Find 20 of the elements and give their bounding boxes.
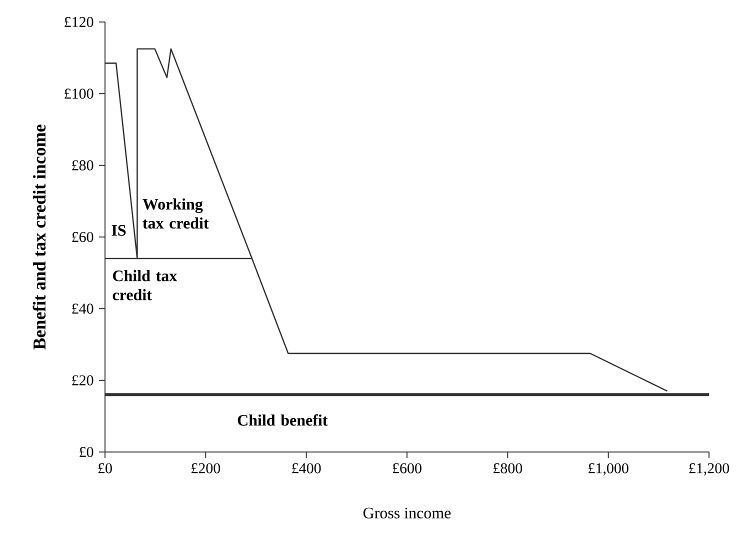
x-tick-label: £200 <box>192 463 220 474</box>
x-tick-label: £600 <box>392 463 422 474</box>
annotation: Child benefit <box>238 414 328 426</box>
annotation: Child tax credit <box>112 270 178 300</box>
x-tick-label: £0 <box>98 463 112 474</box>
x-tick-label: £800 <box>494 463 522 474</box>
annotation: IS <box>112 225 126 236</box>
x-axis-title: Gross income <box>363 508 451 518</box>
annotation: Working tax credit <box>142 198 209 229</box>
y-tick-label: £20 <box>72 375 94 386</box>
y-axis-title: Benefit and tax credit income <box>32 124 46 350</box>
y-tick-label: £80 <box>72 160 94 170</box>
x-tick-label: £1,200 <box>689 463 730 476</box>
y-tick-label: £0 <box>80 446 94 458</box>
x-tick-label: £400 <box>292 463 321 474</box>
y-tick-label: £60 <box>72 232 94 242</box>
y-tick-label: £100 <box>64 88 94 99</box>
y-tick-label: £120 <box>64 16 94 28</box>
y-tick-label: £40 <box>72 304 94 314</box>
x-tick-label: £1,000 <box>588 463 628 476</box>
